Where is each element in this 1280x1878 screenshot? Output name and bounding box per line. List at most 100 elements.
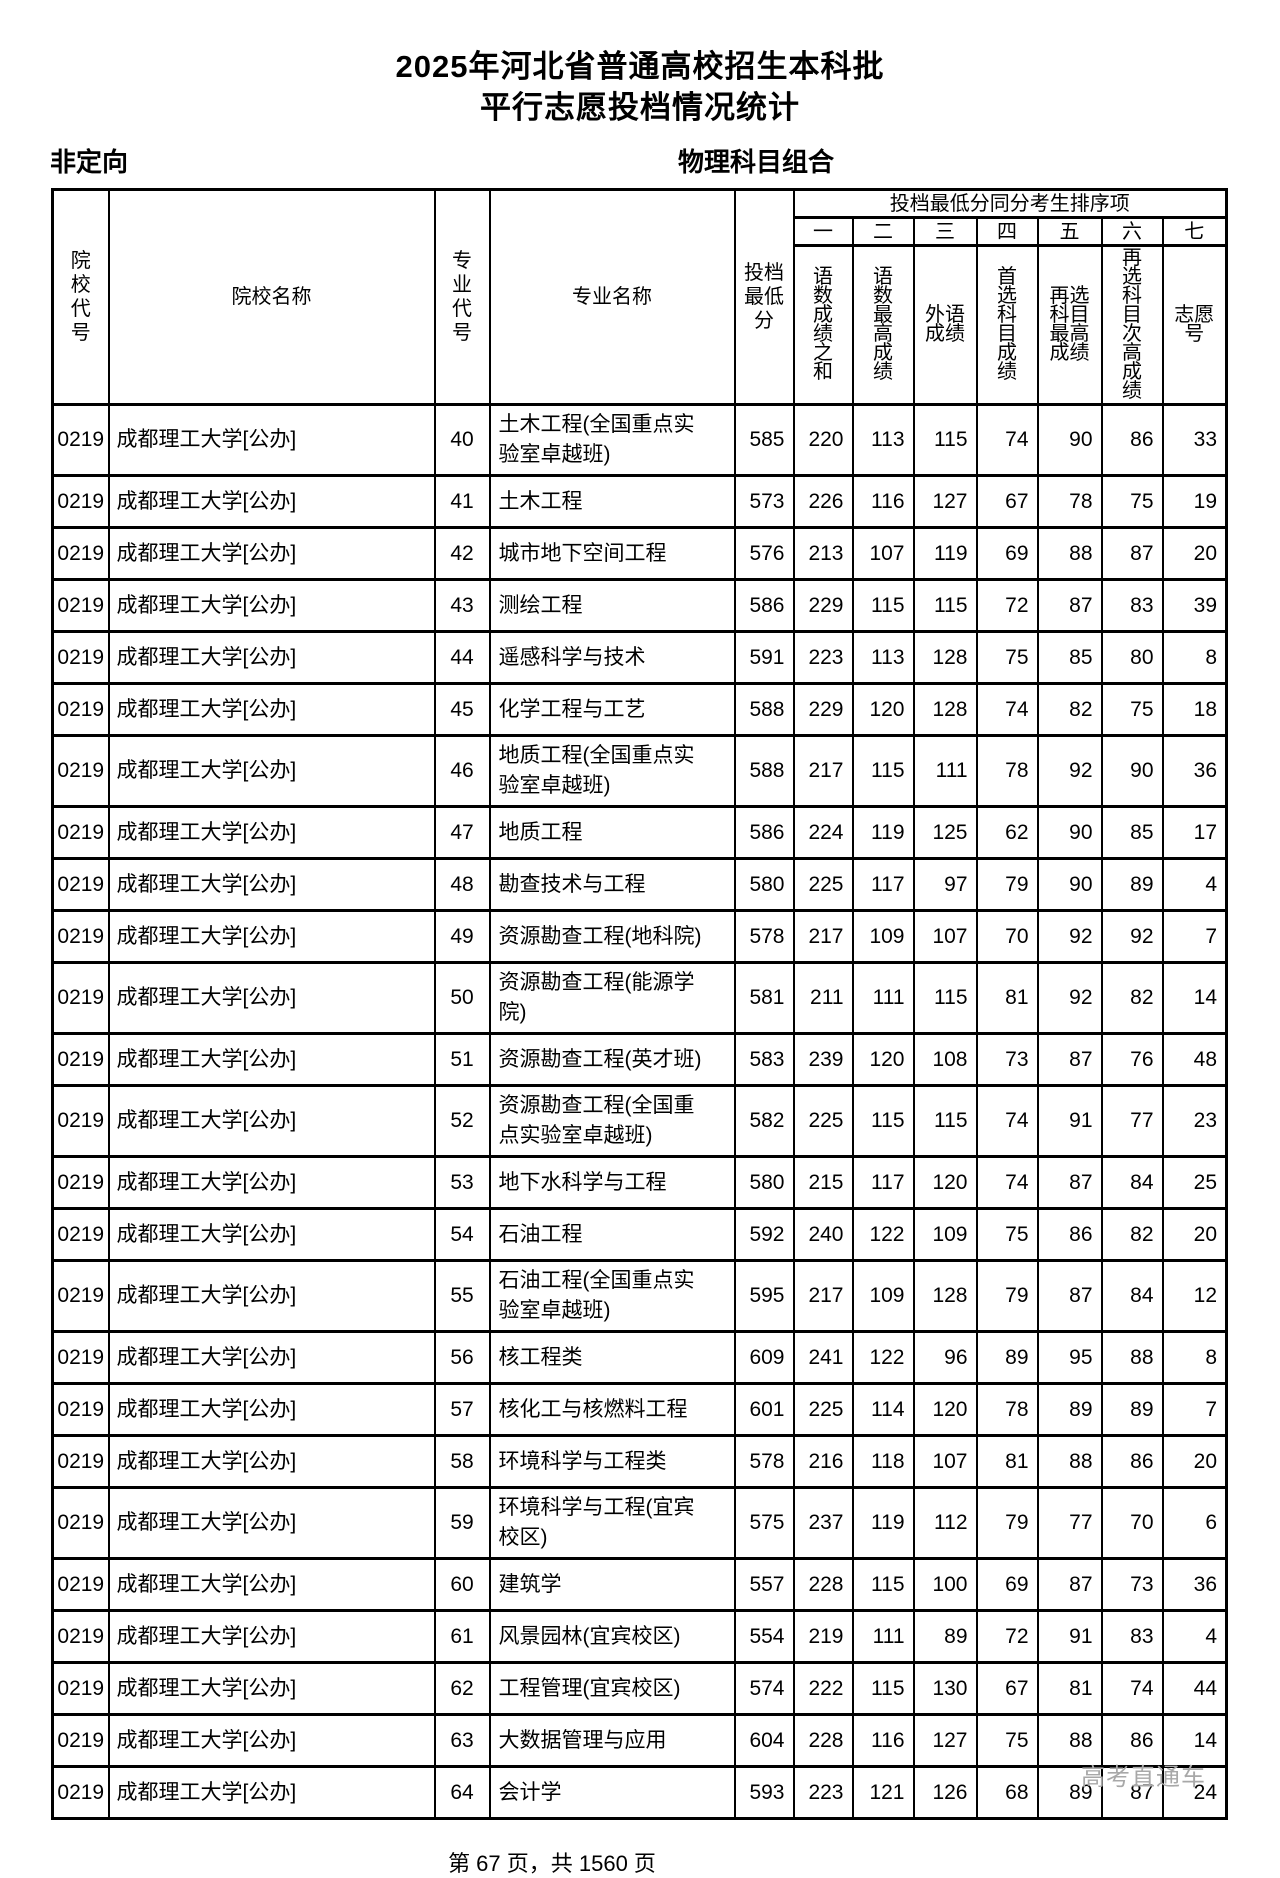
min-score-cell: 601 — [733, 1382, 795, 1437]
tiebreak-value-cell-4: 69 — [975, 526, 1039, 581]
tiebreak-value-cell-3: 128 — [912, 682, 978, 737]
school-code-cell: 0219 — [51, 1330, 110, 1385]
tiebreak-value-cell-3: 115 — [912, 578, 978, 633]
table-row: 0219 成都理工大学[公办] 59 环境科学与工程(宜宾校区) 575 237 119 11… — [51, 1486, 1228, 1560]
min-score-cell: 588 — [733, 682, 795, 737]
header-tiebreak-order-2: 二 — [851, 216, 915, 247]
tiebreak-value-cell-7: 14 — [1161, 961, 1228, 1035]
school-name-cell: 成都理工大学[公办] — [107, 1259, 436, 1333]
min-score-cell: 595 — [733, 1259, 795, 1333]
tiebreak-value-cell-4: 79 — [975, 1486, 1039, 1560]
major-code-cell: 43 — [433, 578, 491, 633]
tiebreak-value-cell-1: 228 — [792, 1557, 854, 1612]
tiebreak-value-cell-1: 223 — [792, 630, 854, 685]
tiebreak-value-cell-4: 78 — [975, 734, 1039, 808]
tiebreak-value-cell-2: 109 — [851, 909, 915, 964]
tiebreak-value-cell-4: 75 — [975, 1207, 1039, 1262]
tiebreak-value-cell-7: 4 — [1161, 857, 1228, 912]
major-name-cell: 遥感科学与技术 — [488, 630, 736, 685]
table-row: 0219 成都理工大学[公办] 45 化学工程与工艺 588 229 120 128 74 82 7… — [51, 682, 1228, 737]
school-name-cell: 成都理工大学[公办] — [107, 1713, 436, 1768]
major-code-cell: 42 — [433, 526, 491, 581]
tiebreak-value-cell-7: 36 — [1161, 734, 1228, 808]
tiebreak-value-cell-4: 75 — [975, 1713, 1039, 1768]
tiebreak-value-cell-4: 74 — [975, 682, 1039, 737]
tiebreak-value-cell-2: 109 — [851, 1259, 915, 1333]
tiebreak-value-cell-7: 7 — [1161, 1382, 1228, 1437]
min-score-cell: 583 — [733, 1032, 795, 1087]
tiebreak-value-cell-5: 77 — [1036, 1486, 1103, 1560]
tiebreak-value-cell-1: 211 — [792, 961, 854, 1035]
tiebreak-value-cell-5: 81 — [1036, 1661, 1103, 1716]
school-name-cell: 成都理工大学[公办] — [107, 1661, 436, 1716]
table-row: 0219 成都理工大学[公办] 63 大数据管理与应用 604 228 116 127 75 88… — [51, 1713, 1228, 1768]
school-code-cell: 0219 — [51, 1434, 110, 1489]
header-tiebreak-order-5: 五 — [1036, 216, 1103, 247]
tiebreak-value-cell-1: 229 — [792, 682, 854, 737]
header-tiebreak-label-6: 再选科目次高成绩 — [1100, 244, 1164, 406]
table-row: 0219 成都理工大学[公办] 40 土木工程(全国重点实验室卓越班) 585 220 11… — [51, 403, 1228, 477]
tiebreak-value-cell-6: 86 — [1100, 403, 1164, 477]
label-subject-combination: 物理科目组合 — [678, 147, 835, 177]
tiebreak-value-cell-5: 87 — [1036, 1032, 1103, 1087]
tiebreak-value-cell-2: 116 — [851, 1713, 915, 1768]
major-name-cell: 会计学 — [488, 1765, 736, 1820]
min-score-cell: 586 — [733, 805, 795, 860]
school-name-cell: 成都理工大学[公办] — [107, 403, 436, 477]
tiebreak-value-cell-1: 213 — [792, 526, 854, 581]
school-name-cell: 成都理工大学[公办] — [107, 1330, 436, 1385]
school-code-cell: 0219 — [51, 909, 110, 964]
major-name-cell: 核工程类 — [488, 1330, 736, 1385]
major-code-cell: 57 — [433, 1382, 491, 1437]
tiebreak-value-cell-3: 127 — [912, 1713, 978, 1768]
header-school-code: 院校代号 — [51, 188, 110, 406]
school-name-cell: 成都理工大学[公办] — [107, 474, 436, 529]
tiebreak-value-cell-3: 115 — [912, 1084, 978, 1158]
school-name-cell: 成都理工大学[公办] — [107, 1382, 436, 1437]
school-name-cell: 成都理工大学[公办] — [107, 1155, 436, 1210]
page-title-line2: 平行志愿投档情况统计 — [480, 90, 800, 125]
tiebreak-value-cell-3: 120 — [912, 1155, 978, 1210]
tiebreak-value-cell-5: 78 — [1036, 474, 1103, 529]
tiebreak-value-cell-4: 67 — [975, 474, 1039, 529]
tiebreak-value-cell-5: 90 — [1036, 805, 1103, 860]
tiebreak-value-cell-7: 44 — [1161, 1661, 1228, 1716]
school-code-cell: 0219 — [51, 682, 110, 737]
min-score-cell: 609 — [733, 1330, 795, 1385]
table-row: 0219 成都理工大学[公办] 53 地下水科学与工程 580 215 117 120 74 87… — [51, 1155, 1228, 1210]
tiebreak-value-cell-6: 73 — [1100, 1557, 1164, 1612]
tiebreak-value-cell-3: 119 — [912, 526, 978, 581]
tiebreak-value-cell-5: 91 — [1036, 1609, 1103, 1664]
tiebreak-value-cell-1: 224 — [792, 805, 854, 860]
school-code-cell: 0219 — [51, 1765, 110, 1820]
tiebreak-value-cell-4: 74 — [975, 1155, 1039, 1210]
admission-stats-table: 院校代号 院校名称 专业代号 专业名称 投档最低分 投档最低分同分考生排序项 一… — [51, 188, 1229, 1820]
tiebreak-value-cell-2: 117 — [851, 1155, 915, 1210]
school-code-cell: 0219 — [51, 1557, 110, 1612]
school-code-cell: 0219 — [51, 578, 110, 633]
table-row: 0219 成都理工大学[公办] 49 资源勘查工程(地科院) 578 217 109 107 7… — [51, 909, 1228, 964]
tiebreak-value-cell-1: 225 — [792, 1084, 854, 1158]
header-row-group: 院校代号 院校名称 专业代号 专业名称 投档最低分 投档最低分同分考生排序项 — [51, 188, 1228, 406]
major-code-cell: 56 — [433, 1330, 491, 1385]
major-code-cell: 54 — [433, 1207, 491, 1262]
school-code-cell: 0219 — [51, 403, 110, 477]
page-title-line1: 2025年河北省普通高校招生本科批 — [395, 49, 885, 84]
tiebreak-value-cell-1: 229 — [792, 578, 854, 633]
tiebreak-value-cell-2: 118 — [851, 1434, 915, 1489]
tiebreak-value-cell-5: 91 — [1036, 1084, 1103, 1158]
major-code-cell: 63 — [433, 1713, 491, 1768]
tiebreak-value-cell-6: 86 — [1100, 1713, 1164, 1768]
tiebreak-value-cell-3: 107 — [912, 1434, 978, 1489]
header-tiebreak-label-7: 志愿号 — [1161, 244, 1228, 406]
tiebreak-value-cell-4: 81 — [975, 1434, 1039, 1489]
min-score-cell: 586 — [733, 578, 795, 633]
tiebreak-value-cell-6: 75 — [1100, 682, 1164, 737]
table-row: 0219 成都理工大学[公办] 42 城市地下空间工程 576 213 107 119 69 88… — [51, 526, 1228, 581]
table-row: 0219 成都理工大学[公办] 61 风景园林(宜宾校区) 554 219 111 89 72 9… — [51, 1609, 1228, 1664]
min-score-cell: 557 — [733, 1557, 795, 1612]
tiebreak-value-cell-7: 17 — [1161, 805, 1228, 860]
header-tiebreak-label-2: 语数最高成绩 — [851, 244, 915, 406]
school-name-cell: 成都理工大学[公办] — [107, 1434, 436, 1489]
tiebreak-value-cell-7: 8 — [1161, 1330, 1228, 1385]
